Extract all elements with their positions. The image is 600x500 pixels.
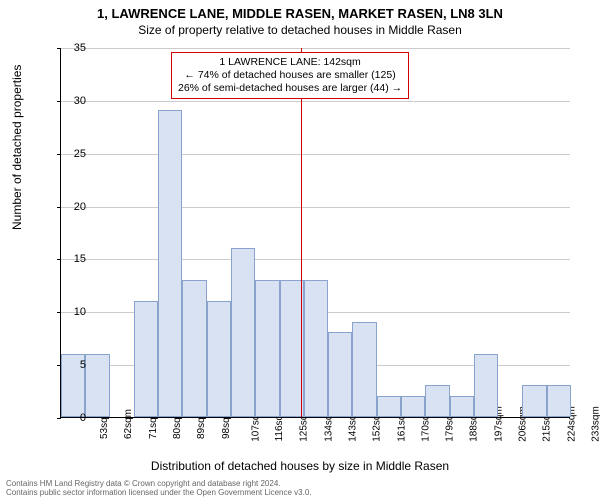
histogram-bar — [182, 280, 206, 417]
ytick-label: 15 — [56, 253, 86, 265]
reference-line — [301, 48, 302, 417]
histogram-bar — [158, 110, 182, 417]
annotation-line: 26% of semi-detached houses are larger (… — [178, 82, 402, 95]
annotation-box: 1 LAWRENCE LANE: 142sqm← 74% of detached… — [171, 52, 409, 99]
histogram-bar — [425, 385, 449, 417]
histogram-bar — [328, 332, 352, 417]
histogram-bar — [207, 301, 231, 417]
ytick-label: 30 — [56, 95, 86, 107]
x-axis-label: Distribution of detached houses by size … — [0, 459, 600, 473]
histogram-bar — [522, 385, 546, 417]
ytick-label: 10 — [56, 306, 86, 318]
ytick-label: 25 — [56, 148, 86, 160]
footer-attribution: Contains HM Land Registry data © Crown c… — [6, 480, 312, 498]
ytick-label: 0 — [56, 412, 86, 424]
histogram-bar — [85, 354, 109, 417]
chart-title: 1, LAWRENCE LANE, MIDDLE RASEN, MARKET R… — [0, 0, 600, 21]
gridline — [61, 154, 570, 155]
y-axis-label: Number of detached properties — [10, 65, 24, 230]
annotation-line: 1 LAWRENCE LANE: 142sqm — [178, 56, 402, 69]
histogram-bar — [377, 396, 401, 417]
histogram-bar — [474, 354, 498, 417]
gridline — [61, 48, 570, 49]
histogram-bar — [352, 322, 376, 417]
histogram-bar — [231, 248, 255, 417]
ytick-label: 35 — [56, 42, 86, 54]
histogram-bar — [134, 301, 158, 417]
chart-subtitle: Size of property relative to detached ho… — [0, 21, 600, 37]
xtick-label: 62sqm — [123, 409, 134, 439]
gridline — [61, 101, 570, 102]
annotation-line: ← 74% of detached houses are smaller (12… — [178, 69, 402, 82]
histogram-bar — [255, 280, 279, 417]
histogram-bar — [304, 280, 328, 417]
ytick-label: 5 — [56, 359, 86, 371]
ytick-label: 20 — [56, 201, 86, 213]
histogram-bar — [401, 396, 425, 417]
histogram-bar — [547, 385, 571, 417]
gridline — [61, 207, 570, 208]
gridline — [61, 259, 570, 260]
xtick-label: 233sqm — [590, 406, 600, 442]
histogram-bar — [450, 396, 474, 417]
footer-line-2: Contains public sector information licen… — [6, 489, 312, 498]
chart-plot-area: 53sqm62sqm71sqm80sqm89sqm98sqm107sqm116s… — [60, 48, 570, 418]
